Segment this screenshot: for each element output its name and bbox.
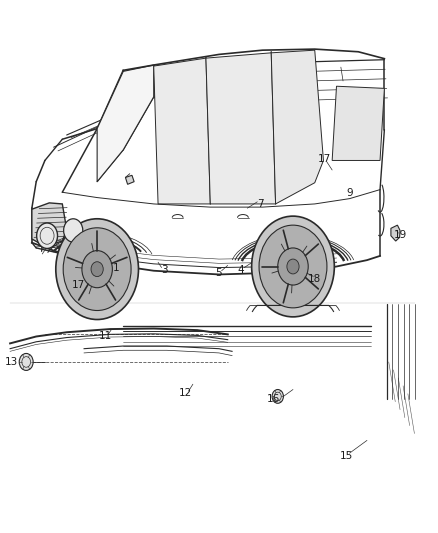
Circle shape <box>259 225 327 308</box>
Polygon shape <box>32 203 67 246</box>
Circle shape <box>64 219 83 242</box>
Text: 15: 15 <box>340 451 353 461</box>
Circle shape <box>82 251 113 288</box>
Text: 12: 12 <box>179 388 193 398</box>
Text: 18: 18 <box>308 274 321 284</box>
Text: 3: 3 <box>161 265 167 274</box>
Circle shape <box>278 248 308 285</box>
Polygon shape <box>305 282 316 290</box>
Circle shape <box>91 262 103 277</box>
Circle shape <box>37 223 57 248</box>
Text: 9: 9 <box>346 188 353 198</box>
Circle shape <box>252 216 334 317</box>
Circle shape <box>63 228 131 311</box>
Polygon shape <box>332 86 385 160</box>
Polygon shape <box>206 53 276 204</box>
Text: 4: 4 <box>237 265 244 275</box>
Text: 17: 17 <box>318 155 331 164</box>
Text: 7: 7 <box>258 199 264 209</box>
Text: 5: 5 <box>215 269 222 278</box>
Polygon shape <box>154 58 210 204</box>
Polygon shape <box>97 65 154 182</box>
Polygon shape <box>391 225 400 241</box>
Text: 19: 19 <box>394 230 407 240</box>
Text: 17: 17 <box>72 279 85 289</box>
Polygon shape <box>271 50 323 204</box>
Text: 1: 1 <box>113 263 119 272</box>
Circle shape <box>56 219 138 319</box>
Circle shape <box>272 390 283 403</box>
Text: 11: 11 <box>99 332 112 342</box>
Circle shape <box>19 353 33 370</box>
Text: 13: 13 <box>4 358 18 367</box>
Text: 16: 16 <box>267 394 280 404</box>
Polygon shape <box>125 175 134 184</box>
Circle shape <box>287 259 299 274</box>
